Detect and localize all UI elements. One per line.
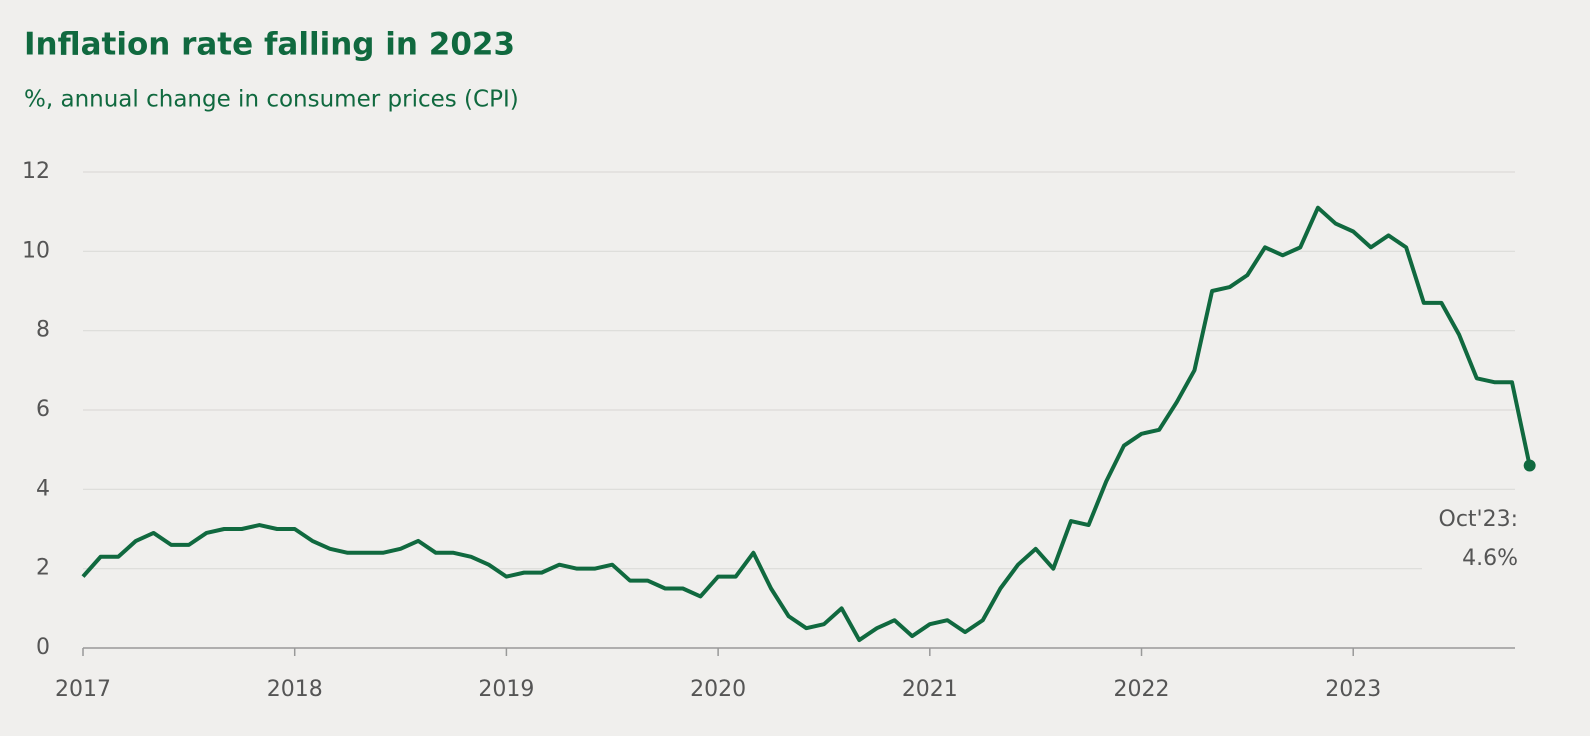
annotation: Oct'23: <box>1439 507 1519 532</box>
label-background <box>1422 500 1522 580</box>
chart-subtitle: %, annual change in consumer prices (CPI… <box>24 87 519 113</box>
x-tick-label: 2017 <box>55 677 111 702</box>
data-label: 4.6% <box>1462 546 1518 571</box>
y-tick-label: 2 <box>36 556 50 581</box>
x-tick-label: 2018 <box>267 677 323 702</box>
chart-title: Inflation rate falling in 2023 <box>24 27 515 63</box>
x-tick-label: 2021 <box>902 677 958 702</box>
x-tick-label: 2023 <box>1325 677 1381 702</box>
x-tick-label: 2019 <box>478 677 534 702</box>
end-point <box>1523 459 1536 472</box>
y-tick-label: 0 <box>36 635 50 660</box>
x-tick-label: 2020 <box>690 677 746 702</box>
y-tick-label: 12 <box>22 159 50 184</box>
line <box>81 205 1532 643</box>
y-tick-label: 4 <box>36 476 50 501</box>
y-tick-label: 8 <box>36 318 50 343</box>
y-tick-label: 6 <box>36 397 50 422</box>
y-tick-label: 10 <box>22 238 50 263</box>
x-tick-label: 2022 <box>1114 677 1170 702</box>
